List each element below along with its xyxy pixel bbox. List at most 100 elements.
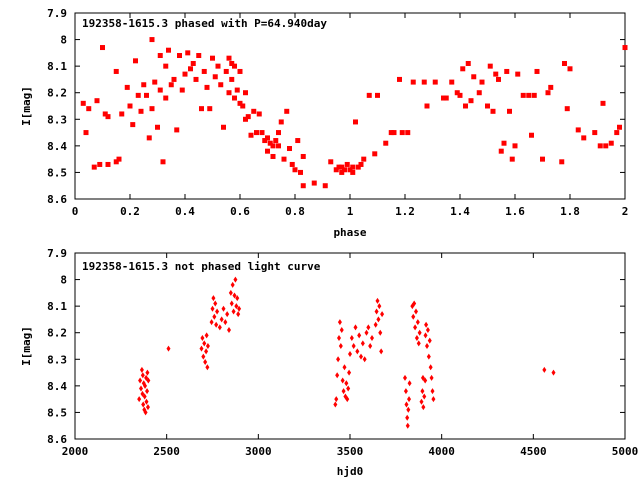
data-point <box>441 95 446 101</box>
data-point <box>143 409 148 416</box>
data-point <box>345 396 350 403</box>
data-point <box>429 374 434 381</box>
data-point <box>403 374 407 381</box>
data-point <box>138 377 143 384</box>
data-point <box>133 58 138 64</box>
data-point <box>349 335 354 342</box>
y-tick-label: 8.1 <box>47 300 67 313</box>
data-point <box>361 156 367 162</box>
data-point <box>262 138 268 144</box>
y-tick-label: 8.6 <box>47 193 67 206</box>
x-tick-label: 3500 <box>337 445 364 458</box>
data-point <box>130 122 136 128</box>
x-tick-label: 2500 <box>153 445 180 458</box>
data-point <box>124 84 130 90</box>
data-point <box>102 111 108 117</box>
data-point <box>421 79 427 85</box>
data-point <box>336 164 342 170</box>
data-point <box>185 50 191 56</box>
data-point <box>168 82 174 88</box>
data-point <box>540 156 545 162</box>
data-point <box>353 119 358 125</box>
data-point <box>97 161 103 167</box>
data-point <box>597 143 603 149</box>
data-point <box>344 380 349 387</box>
data-point <box>281 156 287 162</box>
data-point <box>232 63 237 69</box>
data-point <box>534 68 540 74</box>
data-point <box>190 60 196 66</box>
data-point <box>575 127 581 133</box>
data-point <box>157 53 163 59</box>
data-point <box>380 311 385 318</box>
data-point <box>415 319 420 326</box>
data-point <box>423 332 428 339</box>
data-point <box>248 132 254 138</box>
data-point <box>265 135 270 141</box>
data-point <box>581 135 587 141</box>
data-point <box>403 388 408 395</box>
data-point <box>468 98 474 104</box>
y-tick-label: 7.9 <box>47 247 67 260</box>
data-point <box>141 401 146 408</box>
data-point <box>137 396 142 403</box>
y-tick-label: 8.3 <box>47 353 67 366</box>
data-point <box>487 63 493 69</box>
data-point <box>311 180 317 186</box>
data-point <box>515 71 521 77</box>
data-point <box>362 356 367 363</box>
chart-title: 192358-1615.3 not phased light curve <box>82 260 321 273</box>
data-point <box>501 140 507 146</box>
data-point <box>344 161 350 167</box>
data-point <box>355 348 360 355</box>
data-point <box>333 401 338 408</box>
data-point <box>529 132 534 138</box>
data-point <box>346 385 351 392</box>
data-point <box>287 146 292 152</box>
data-point <box>119 111 125 117</box>
data-point <box>600 100 606 106</box>
data-point <box>295 138 301 144</box>
data-point <box>267 140 273 146</box>
data-point <box>531 92 537 98</box>
data-point <box>485 103 490 109</box>
y-tick-label: 8.5 <box>47 406 67 419</box>
data-point <box>372 151 378 157</box>
data-point <box>404 401 409 408</box>
x-tick-label: 4000 <box>428 445 455 458</box>
data-point <box>347 369 352 376</box>
data-point <box>498 148 504 154</box>
data-point <box>200 335 205 342</box>
data-point <box>116 156 122 162</box>
data-point <box>273 138 279 144</box>
data-point <box>182 71 188 77</box>
data-point <box>270 143 276 149</box>
y-tick-label: 8 <box>60 34 67 47</box>
data-point <box>368 343 373 349</box>
data-point <box>300 183 306 189</box>
x-axis-label: hjd0 <box>337 465 364 478</box>
data-point <box>212 313 217 320</box>
data-point <box>245 114 251 120</box>
data-point <box>347 167 353 173</box>
data-point <box>427 337 432 344</box>
data-point <box>622 45 628 51</box>
data-point <box>254 130 259 136</box>
data-point <box>201 353 206 360</box>
data-point <box>210 55 215 61</box>
data-point <box>240 103 246 109</box>
y-tick-label: 8.5 <box>47 166 67 179</box>
data-point <box>204 84 210 90</box>
data-point <box>214 321 219 328</box>
data-point <box>419 398 424 405</box>
data-point <box>229 60 235 66</box>
data-point <box>350 169 356 175</box>
data-point <box>421 404 426 411</box>
data-point <box>223 68 229 74</box>
data-point <box>339 164 345 170</box>
data-point <box>141 82 147 88</box>
data-point <box>204 332 209 339</box>
data-point <box>209 319 214 326</box>
data-point <box>425 343 429 349</box>
y-tick-label: 8.6 <box>47 433 67 446</box>
